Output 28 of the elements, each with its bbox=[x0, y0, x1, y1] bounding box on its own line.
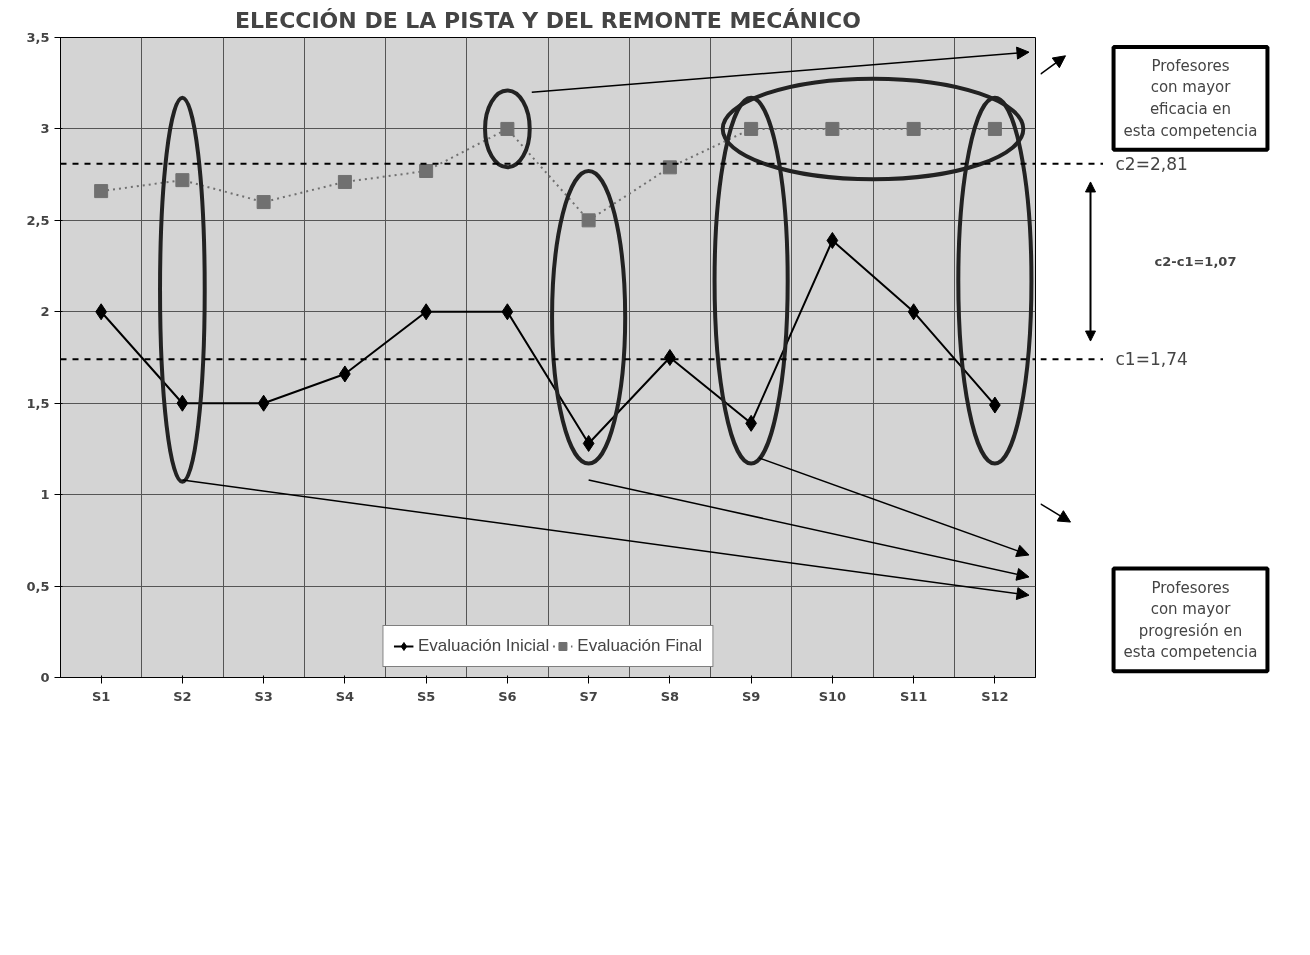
x-tick-label: S12 bbox=[981, 688, 1009, 704]
y-tick-label: 2,5 bbox=[26, 212, 50, 228]
x-tick-label: S4 bbox=[335, 688, 355, 704]
x-tick-label: S7 bbox=[579, 688, 598, 704]
legend-label: Evaluación Inicial bbox=[417, 636, 550, 656]
chart-title: ELECCIÓN DE LA PISTA Y DEL REMONTE MECÁNICO bbox=[235, 7, 861, 33]
x-tick-label: S1 bbox=[91, 688, 111, 704]
x-tick-label: S5 bbox=[416, 688, 436, 704]
y-tick-label: 0,5 bbox=[26, 578, 50, 594]
ref-line-label: c1=1,74 bbox=[1115, 349, 1188, 370]
text: Profesores con mayor eficacia en esta competencia bbox=[1123, 56, 1258, 140]
y-tick-label: 3 bbox=[40, 121, 50, 137]
text: Profesores con mayor progresión en esta competencia bbox=[1123, 578, 1258, 662]
y-tick-label: 1,5 bbox=[26, 395, 50, 411]
y-tick-label: 1 bbox=[40, 487, 50, 503]
x-tick-label: S11 bbox=[899, 688, 928, 704]
ref-line-label: c2=2,81 bbox=[1115, 153, 1188, 174]
text: c2-c1=1,07 bbox=[1154, 254, 1237, 269]
y-tick-label: 2 bbox=[40, 304, 50, 320]
x-tick-label: S10 bbox=[818, 688, 847, 704]
x-tick-label: S9 bbox=[741, 688, 761, 704]
y-tick-label: 3,5 bbox=[26, 30, 50, 45]
legend-label: Evaluación Final bbox=[577, 636, 703, 656]
x-tick-label: S6 bbox=[498, 688, 517, 704]
x-tick-label: S3 bbox=[254, 688, 273, 704]
x-tick-label: S2 bbox=[173, 688, 192, 704]
y-tick-label: 0 bbox=[40, 670, 50, 685]
x-tick-label: S8 bbox=[660, 688, 680, 704]
